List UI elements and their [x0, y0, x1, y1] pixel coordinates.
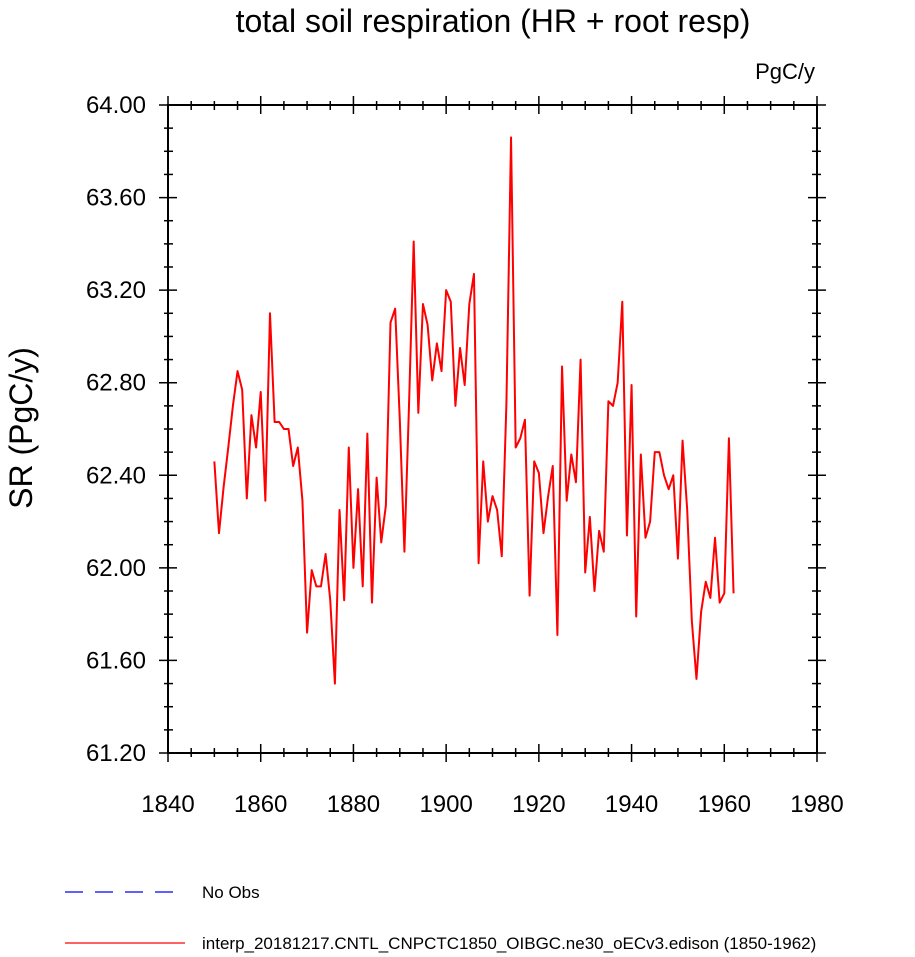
- x-tick-label: 1840: [141, 791, 194, 818]
- units-label: PgC/y: [755, 59, 815, 84]
- legend-label-no-obs: No Obs: [202, 883, 260, 902]
- y-tick-label: 63.20: [86, 277, 146, 304]
- x-tick-label: 1860: [234, 791, 287, 818]
- y-tick-label: 62.00: [86, 555, 146, 582]
- y-tick-label: 64.00: [86, 92, 146, 119]
- x-tick-label: 1960: [698, 791, 751, 818]
- chart-title: total soil respiration (HR + root resp): [236, 3, 751, 39]
- x-tick-label: 1880: [327, 791, 380, 818]
- y-tick-label: 61.20: [86, 740, 146, 767]
- y-tick-labels: 61.20 61.60 62.00 62.40 62.80 63.20 63.60 64.00: [86, 92, 146, 767]
- y-tick-label: 62.40: [86, 462, 146, 489]
- x-tick-label: 1900: [419, 791, 472, 818]
- y-tick-label: 63.60: [86, 185, 146, 212]
- y-tick-label: 62.80: [86, 370, 146, 397]
- x-tick-label: 1980: [790, 791, 843, 818]
- series-line-0: [213, 136, 735, 685]
- x-tick-label: 1920: [512, 791, 565, 818]
- y-axis-label: SR (PgC/y): [3, 347, 39, 509]
- x-tick-labels: 1840 1860 1880 1900 1920 1940 1960 1980: [141, 791, 843, 818]
- x-tick-label: 1940: [605, 791, 658, 818]
- series-layer: [213, 136, 735, 685]
- plot-frame: [167, 104, 818, 754]
- y-tick-label: 61.60: [86, 647, 146, 674]
- legend-label-model: interp_20181217.CNTL_CNPCTC1850_OIBGC.ne…: [202, 934, 816, 953]
- legend: No Obs interp_20181217.CNTL_CNPCTC1850_O…: [65, 883, 816, 953]
- axis-ticks: [159, 96, 826, 762]
